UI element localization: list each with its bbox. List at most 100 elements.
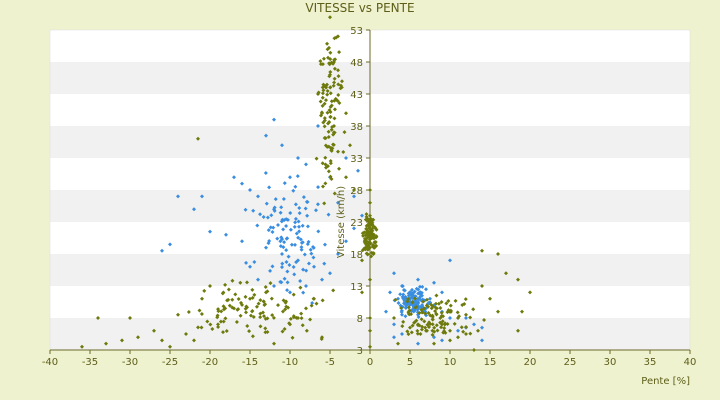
data-point [319, 110, 324, 115]
data-point [356, 168, 360, 173]
data-point [80, 344, 84, 349]
data-point [416, 277, 420, 282]
data-point [440, 290, 444, 295]
data-point [275, 236, 280, 241]
data-point [322, 261, 327, 266]
data-point [344, 156, 348, 160]
data-point [328, 85, 333, 90]
data-point [448, 258, 452, 263]
x-tick-label: -10 [282, 357, 298, 368]
data-point [480, 325, 484, 330]
data-point [216, 324, 221, 329]
data-point [461, 329, 466, 334]
data-point [326, 212, 331, 217]
data-point [428, 296, 432, 301]
data-point [393, 297, 398, 302]
data-point [295, 174, 300, 179]
data-point [316, 124, 320, 128]
data-point [300, 223, 305, 228]
data-point [280, 261, 285, 266]
data-point [325, 41, 330, 46]
data-point [284, 304, 289, 309]
data-point [445, 322, 450, 327]
data-point [296, 235, 301, 240]
data-point [396, 300, 401, 305]
data-point [468, 315, 473, 320]
data-point [471, 307, 476, 312]
data-point [321, 88, 326, 93]
data-point [205, 319, 210, 324]
data-point [332, 80, 337, 85]
data-point [221, 330, 226, 335]
data-point [297, 224, 302, 229]
data-point [296, 219, 301, 224]
data-point [463, 297, 468, 302]
data-point [406, 332, 411, 337]
data-point [221, 290, 226, 295]
data-point [410, 300, 415, 305]
data-point [440, 338, 444, 343]
data-point [327, 108, 332, 113]
data-point [516, 328, 520, 333]
data-point [304, 328, 309, 333]
x-axis: -40 -35 -30 -25 -20 -15 -10 -5 0 5 10 15 20 25 30 35 40 [42, 349, 696, 368]
data-point [435, 328, 440, 333]
data-point [250, 287, 255, 292]
data-point [316, 90, 321, 95]
data-point [400, 284, 405, 289]
data-point [456, 335, 460, 340]
data-point [322, 242, 327, 247]
data-point [216, 307, 221, 312]
data-point [292, 272, 297, 277]
data-point [280, 237, 285, 242]
data-point [368, 213, 372, 218]
data-point [258, 311, 263, 316]
x-tick-label: 25 [564, 357, 577, 368]
data-point [448, 338, 452, 343]
data-point [322, 124, 327, 129]
data-point [315, 202, 320, 207]
data-point [439, 325, 444, 330]
data-point [336, 252, 340, 256]
data-point [160, 338, 164, 343]
data-point [258, 315, 263, 320]
data-point [329, 99, 334, 104]
y-axis-title: Vitesse (km/h) [336, 186, 347, 258]
data-point [440, 319, 445, 324]
data-point [336, 92, 341, 97]
data-point [321, 56, 326, 61]
data-point [301, 267, 306, 272]
data-point [482, 318, 487, 323]
data-point [448, 303, 453, 308]
data-point [309, 251, 314, 256]
data-point [306, 261, 311, 266]
data-point [325, 92, 330, 97]
data-point [280, 143, 284, 148]
data-point [410, 291, 415, 296]
data-point [265, 289, 270, 294]
data-point [344, 239, 348, 244]
data-point [293, 242, 298, 247]
data-point [288, 316, 293, 321]
data-point [322, 201, 327, 206]
data-point [452, 321, 457, 326]
data-point [299, 240, 304, 245]
data-point [276, 223, 281, 228]
data-point [418, 295, 423, 300]
data-point [223, 306, 228, 311]
y-tick-label: 28 [350, 186, 363, 197]
data-point [415, 331, 420, 336]
data-point [320, 161, 325, 166]
data-point [331, 83, 336, 88]
data-point [424, 287, 428, 292]
data-point [305, 224, 310, 229]
data-point [321, 120, 326, 125]
data-point [320, 103, 325, 108]
data-point [299, 247, 304, 252]
data-point [244, 260, 249, 265]
data-point [263, 284, 268, 289]
data-point [288, 290, 292, 295]
data-point [322, 101, 327, 106]
